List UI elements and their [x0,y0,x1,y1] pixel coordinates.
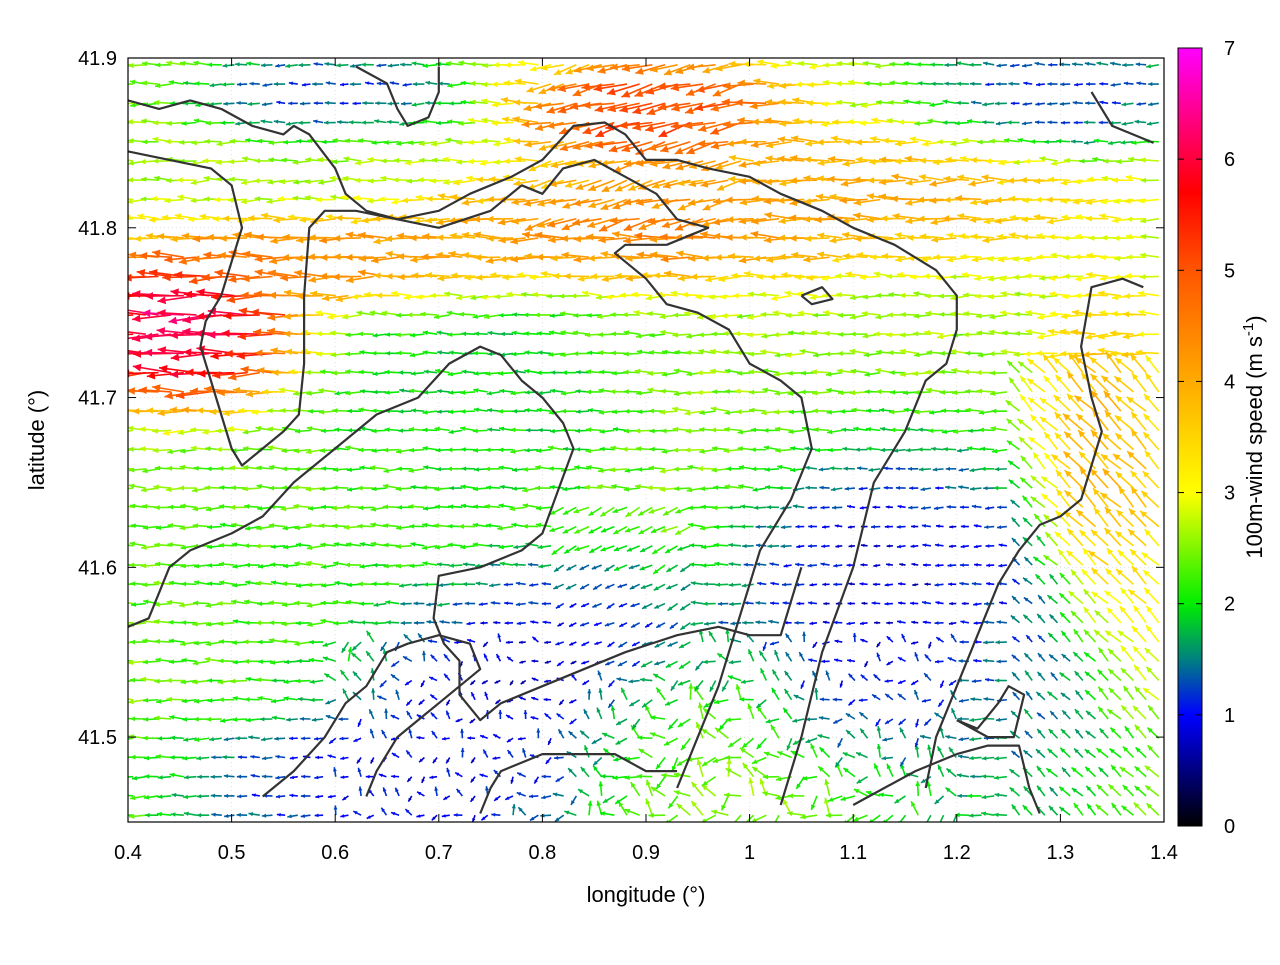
colorbar [1178,48,1202,826]
colorbar-label-main: 100m-wind speed (m s [1242,336,1267,559]
y-tick-label: 41.5 [78,727,117,749]
colorbar-label-superscript: -1 [1240,323,1257,336]
y-axis-label: latitude (°) [24,390,49,491]
x-tick-label: 1.2 [943,842,971,864]
colorbar-tick-label: 1 [1224,705,1235,727]
colorbar-tick-label: 3 [1224,483,1235,505]
x-tick-label: 1.1 [839,842,867,864]
colorbar-tick-label: 0 [1224,816,1235,838]
x-tick-label: 0.7 [425,842,453,864]
colorbar-tick-label: 5 [1224,260,1235,282]
x-tick-label: 0.4 [114,842,142,864]
x-tick-label: 0.9 [632,842,660,864]
colorbar-label: 100m-wind speed (m s-1) [1240,315,1267,558]
x-tick-label: 0.6 [321,842,349,864]
x-tick-label: 0.8 [528,842,556,864]
contour-line [45,75,128,109]
colorbar-label-close: ) [1242,315,1267,322]
colorbar-tick-label: 6 [1224,149,1235,171]
y-tick-label: 41.9 [78,48,117,70]
y-tick-label: 41.7 [78,388,117,410]
x-tick-label: 1.3 [1046,842,1074,864]
x-tick-label: 0.5 [218,842,246,864]
y-tick-label: 41.6 [78,557,117,579]
y-tick-label: 41.8 [78,218,117,240]
x-tick-label: 1 [744,842,755,864]
colorbar-tick-label: 4 [1224,371,1235,393]
colorbar-tick-label: 2 [1224,594,1235,616]
x-tick-label: 1.4 [1150,842,1178,864]
x-axis-label: longitude (°) [587,882,706,907]
colorbar-tick-label: 7 [1224,38,1235,60]
